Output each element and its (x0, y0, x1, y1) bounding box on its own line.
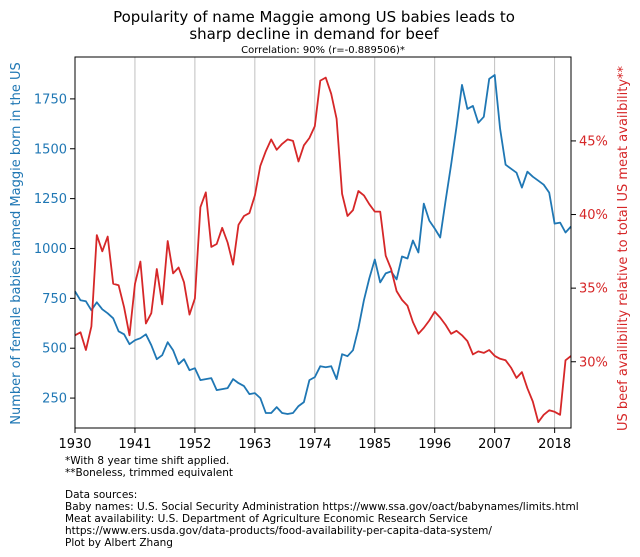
footnote-line: *With 8 year time shift applied. (65, 455, 229, 467)
footnote-line: **Boneless, trimmed equivalent (65, 467, 233, 479)
x-tick-label: 1985 (358, 437, 391, 452)
chart-subtitle: Correlation: 90% (r=-0.889506)* (241, 45, 405, 56)
left-y-axis: 250 500 750 1000 1250 1500 1750 (34, 92, 75, 407)
maggie-births-line (74, 74, 572, 415)
left-y-tick-label: 1750 (34, 92, 67, 107)
footnote-line: Data sources: (65, 489, 137, 501)
left-y-tick-label: 750 (42, 292, 67, 307)
right-y-axis: 30% 35% 40% 45% (571, 134, 608, 370)
left-y-tick-label: 1250 (34, 192, 67, 207)
right-y-tick-label: 35% (579, 282, 608, 297)
series-lines (74, 74, 572, 424)
right-y-tick-label: 30% (579, 355, 608, 370)
left-y-tick-label: 250 (42, 392, 67, 407)
left-y-tick-label: 1500 (34, 142, 67, 157)
footnotes: *With 8 year time shift applied.**Bonele… (65, 455, 579, 549)
footnote-line: Plot by Albert Zhang (65, 537, 173, 549)
plot-frame (74, 56, 572, 429)
left-y-tick-label: 1000 (34, 242, 67, 257)
left-y-axis-label: Number of female babies named Maggie bor… (9, 62, 24, 425)
footnote-line: Meat availability: U.S. Department of Ag… (65, 513, 468, 525)
footnote-line: Baby names: U.S. Social Security Adminis… (65, 501, 579, 513)
x-tick-label: 2018 (538, 437, 571, 452)
beef-share-line (74, 76, 572, 424)
x-tick-label: 1941 (118, 437, 151, 452)
x-tick-label: 1996 (418, 437, 451, 452)
right-y-tick-label: 40% (579, 208, 608, 223)
right-y-tick-label: 45% (579, 134, 608, 149)
footnote-line: https://www.ers.usda.gov/data-products/f… (65, 525, 492, 537)
x-tick-label: 1963 (238, 437, 271, 452)
chart-title-line-2: sharp decline in demand for beef (189, 25, 439, 43)
x-tick-label: 2007 (478, 437, 511, 452)
vertical-gridlines (74, 57, 556, 428)
right-y-axis-label: US beef availibility relative to total U… (616, 65, 631, 431)
left-y-tick-label: 500 (42, 342, 67, 357)
x-tick-label: 1930 (58, 437, 91, 452)
chart-title-line-1: Popularity of name Maggie among US babie… (113, 8, 515, 26)
x-axis: 1930 1941 1952 1963 1974 1985 1996 2007 2018 (58, 428, 571, 452)
x-tick-label: 1974 (298, 437, 331, 452)
x-tick-label: 1952 (178, 437, 211, 452)
